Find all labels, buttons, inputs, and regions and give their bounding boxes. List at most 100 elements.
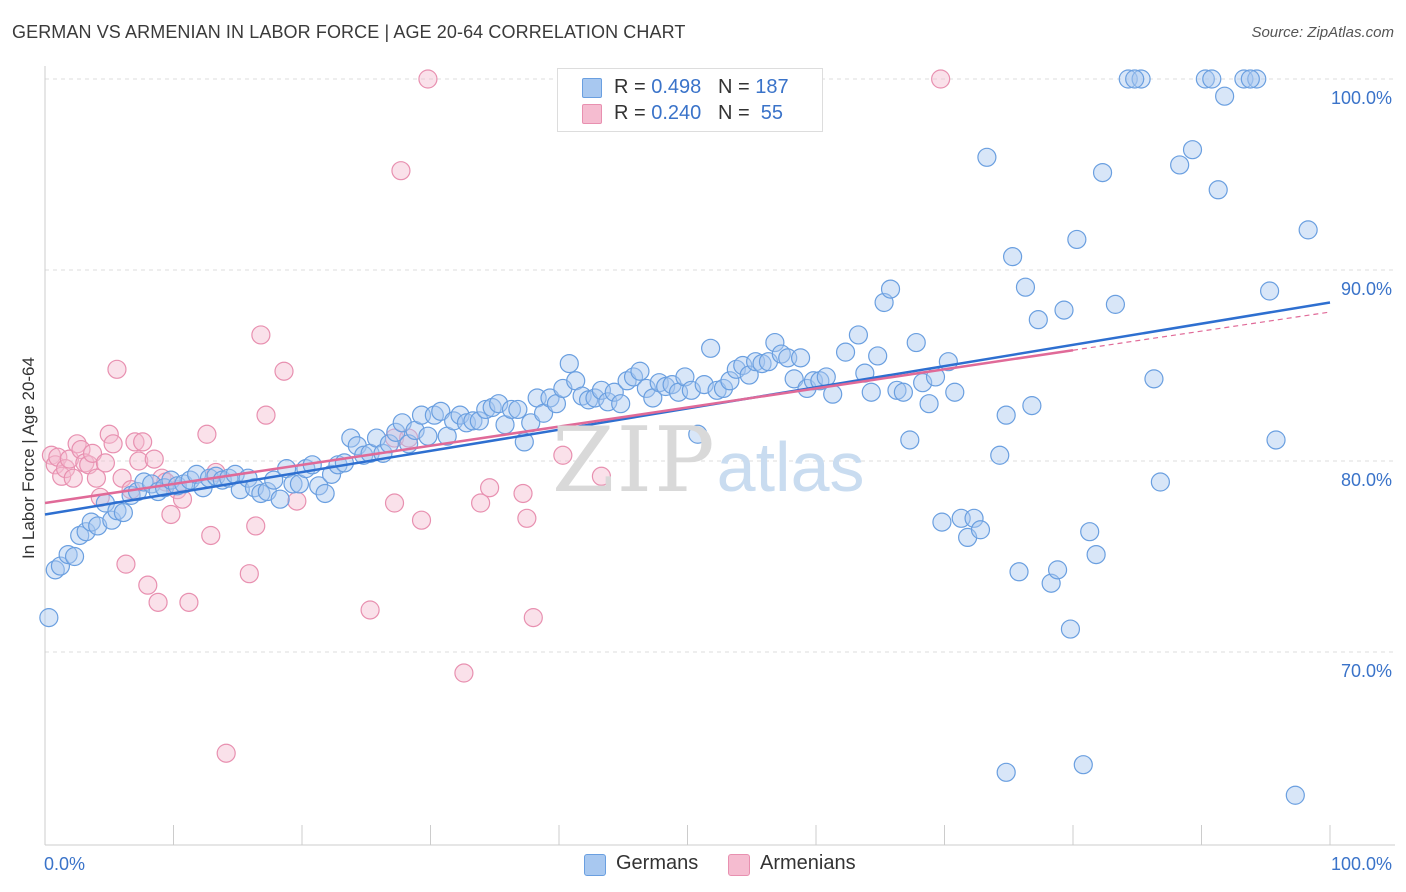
- y-tick-label: 100.0%: [1331, 88, 1392, 108]
- german-point: [790, 348, 811, 368]
- german-point: [688, 424, 708, 444]
- german-point: [386, 422, 406, 442]
- armenian-point: [931, 69, 951, 89]
- german-point: [733, 355, 753, 376]
- german-point: [501, 399, 522, 420]
- armenian-point: [517, 508, 537, 528]
- german-point: [784, 369, 804, 389]
- chart-title: GERMAN VS ARMENIAN IN LABOR FORCE | AGE …: [12, 22, 686, 42]
- y-tick-label: 90.0%: [1341, 279, 1392, 299]
- german-point: [418, 426, 438, 446]
- german-point: [1150, 472, 1170, 492]
- german-point: [1285, 785, 1305, 805]
- armenian-point: [148, 592, 168, 612]
- legend-n-value: 55: [755, 102, 784, 124]
- bottom-legend-swatch-armenians: [728, 854, 750, 876]
- german-point: [1215, 86, 1235, 106]
- german-point: [559, 353, 579, 374]
- legend-n-label: N =: [717, 76, 756, 98]
- german-point: [1170, 155, 1190, 175]
- armenian-point: [454, 663, 474, 683]
- german-point: [713, 378, 734, 399]
- armenian-point: [591, 466, 612, 486]
- german-point: [816, 367, 836, 387]
- german-point: [1067, 229, 1087, 250]
- tick-labels: 70.0% 80.0% 90.0% 100.0% 0.0% 100.0%: [44, 88, 1392, 874]
- legend-swatch-germans: [582, 78, 602, 98]
- german-point: [1131, 69, 1151, 89]
- armenian-point: [129, 451, 149, 471]
- watermark: ZIPatlas: [552, 408, 865, 513]
- legend-row-armenians: R = 0.240 N = 55: [582, 102, 783, 126]
- legend-r-value: 0.240: [651, 102, 702, 124]
- legend-n-value: 187: [755, 76, 789, 98]
- armenian-point: [107, 359, 127, 379]
- german-point: [1125, 69, 1145, 89]
- armenian-point: [161, 504, 181, 525]
- german-point: [1195, 69, 1215, 89]
- armenian-point: [86, 468, 107, 488]
- german-point: [868, 346, 888, 366]
- german-point: [45, 560, 65, 580]
- german-point: [1105, 294, 1126, 314]
- armenian-point: [274, 361, 294, 381]
- y-axis-label: In Labor Force | Age 20-64: [19, 357, 38, 559]
- armenian-point: [513, 483, 533, 504]
- german-point: [932, 512, 952, 532]
- armenian-trend-line: [44, 348, 1074, 505]
- german-point: [977, 147, 997, 167]
- german-point: [309, 476, 329, 496]
- armenian-point: [239, 564, 259, 584]
- armenian-point: [138, 575, 158, 595]
- german-point: [1028, 310, 1048, 330]
- trend-lines: [44, 301, 1331, 516]
- legend-text-germans: R = 0.498 N = 187: [614, 76, 789, 99]
- legend-r-value: 0.498: [651, 76, 702, 98]
- legend-swatch-armenians: [582, 104, 602, 124]
- german-point: [1260, 281, 1280, 301]
- axes: [44, 66, 1395, 846]
- german-point: [1298, 220, 1318, 240]
- german-point: [996, 762, 1016, 782]
- german-point: [230, 480, 250, 500]
- german-point: [39, 608, 59, 628]
- german-point: [1009, 562, 1029, 582]
- german-point: [990, 445, 1010, 465]
- german-point: [970, 520, 991, 540]
- german-point: [315, 483, 335, 504]
- legend-r-label: R =: [614, 102, 652, 124]
- armenian-point: [471, 493, 491, 513]
- y-tick-label: 80.0%: [1341, 470, 1392, 490]
- german-point: [1080, 522, 1100, 542]
- armenian-point: [287, 491, 307, 511]
- german-point: [283, 474, 303, 494]
- bottom-legend-swatch-germans: [584, 854, 606, 876]
- german-point: [463, 411, 483, 431]
- armenian-point: [63, 468, 83, 488]
- armenian-point: [99, 424, 119, 444]
- german-point: [64, 546, 85, 567]
- armenian-point: [144, 449, 164, 469]
- german-point: [102, 510, 122, 530]
- armenian-point: [55, 459, 76, 479]
- german-point: [880, 279, 901, 299]
- german-point: [906, 332, 926, 353]
- chart-source: Source: ZipAtlas.com: [1251, 24, 1394, 41]
- german-point: [469, 411, 489, 431]
- armenian-point: [197, 424, 217, 444]
- german-point: [604, 382, 624, 402]
- german-point: [76, 522, 96, 542]
- german-point: [1202, 69, 1222, 89]
- german-point: [508, 399, 528, 420]
- bottom-legend-label-germans: Germans: [616, 852, 699, 874]
- armenian-point: [523, 608, 543, 628]
- german-point: [1015, 277, 1036, 297]
- armenian-point: [480, 478, 500, 498]
- bottom-legend-label-armenians: Armenians: [760, 852, 856, 874]
- legend-row-germans: R = 0.498 N = 187: [582, 76, 789, 100]
- armenian-point: [45, 455, 65, 475]
- german-point: [1060, 619, 1081, 639]
- german-point: [900, 430, 920, 450]
- watermark-zip: ZIP: [552, 408, 717, 513]
- armenian-point: [360, 600, 380, 620]
